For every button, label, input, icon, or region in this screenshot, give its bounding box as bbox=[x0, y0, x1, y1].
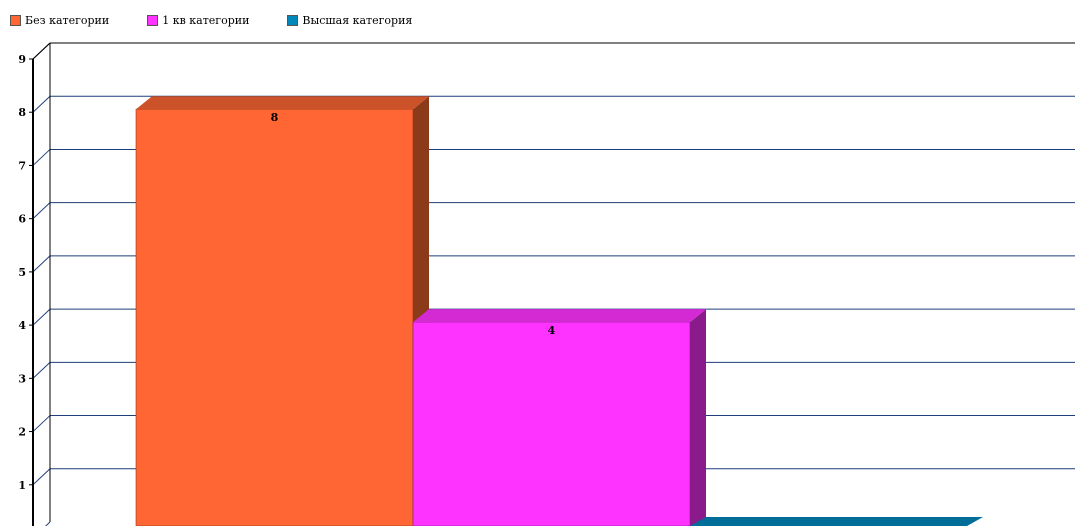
bars bbox=[135, 96, 983, 526]
legend-item-1: 1 кв категории bbox=[147, 14, 249, 27]
value-label-0: 8 bbox=[271, 111, 279, 124]
y-tick-label-3: 3 bbox=[18, 372, 26, 385]
gridline-side-1 bbox=[32, 468, 51, 486]
y-tick-label-7: 7 bbox=[18, 159, 26, 172]
gridline-side-3 bbox=[32, 361, 51, 379]
legend-label-1: 1 кв категории bbox=[162, 13, 250, 27]
bar-top-0 bbox=[136, 96, 429, 110]
legend-label-2: Высшая категория bbox=[302, 13, 413, 27]
y-tick-label-9: 9 bbox=[18, 53, 26, 66]
legend-swatch-0 bbox=[10, 14, 21, 26]
y-tick-label-8: 8 bbox=[18, 106, 26, 119]
y-tick-label-5: 5 bbox=[18, 266, 26, 279]
bar-side-1 bbox=[690, 309, 706, 526]
bar-top-1 bbox=[413, 309, 706, 323]
bar-0 bbox=[135, 108, 414, 526]
gridline-side-6 bbox=[32, 202, 51, 220]
gridline-side-5 bbox=[32, 255, 51, 273]
chart-legend: Без категории 1 кв категории Высшая кате… bbox=[10, 12, 450, 28]
gridline-side-4 bbox=[32, 308, 51, 326]
gridline-side-2 bbox=[32, 415, 51, 432]
y-axis-top-edge bbox=[32, 42, 51, 60]
legend-item-2: Высшая категория bbox=[287, 14, 412, 27]
labels: 012345678984 bbox=[18, 53, 556, 492]
gridline-side-8 bbox=[32, 95, 51, 113]
legend-swatch-2 bbox=[287, 14, 299, 26]
legend-label-0: Без категории bbox=[25, 13, 110, 27]
bar-top-2 bbox=[690, 517, 983, 526]
y-tick-label-6: 6 bbox=[18, 213, 26, 226]
axes bbox=[29, 42, 1075, 526]
y-tick-label-4: 4 bbox=[18, 319, 26, 332]
gridline-side-0 bbox=[45, 521, 51, 526]
y-tick-label-2: 2 bbox=[18, 426, 26, 439]
y-tick-label-1: 1 bbox=[18, 479, 26, 492]
bar-1 bbox=[412, 321, 691, 526]
legend-item-0: Без категории bbox=[10, 14, 109, 27]
value-label-1: 4 bbox=[548, 324, 556, 337]
legend-swatch-1 bbox=[147, 14, 159, 26]
gridline-side-7 bbox=[32, 149, 51, 166]
